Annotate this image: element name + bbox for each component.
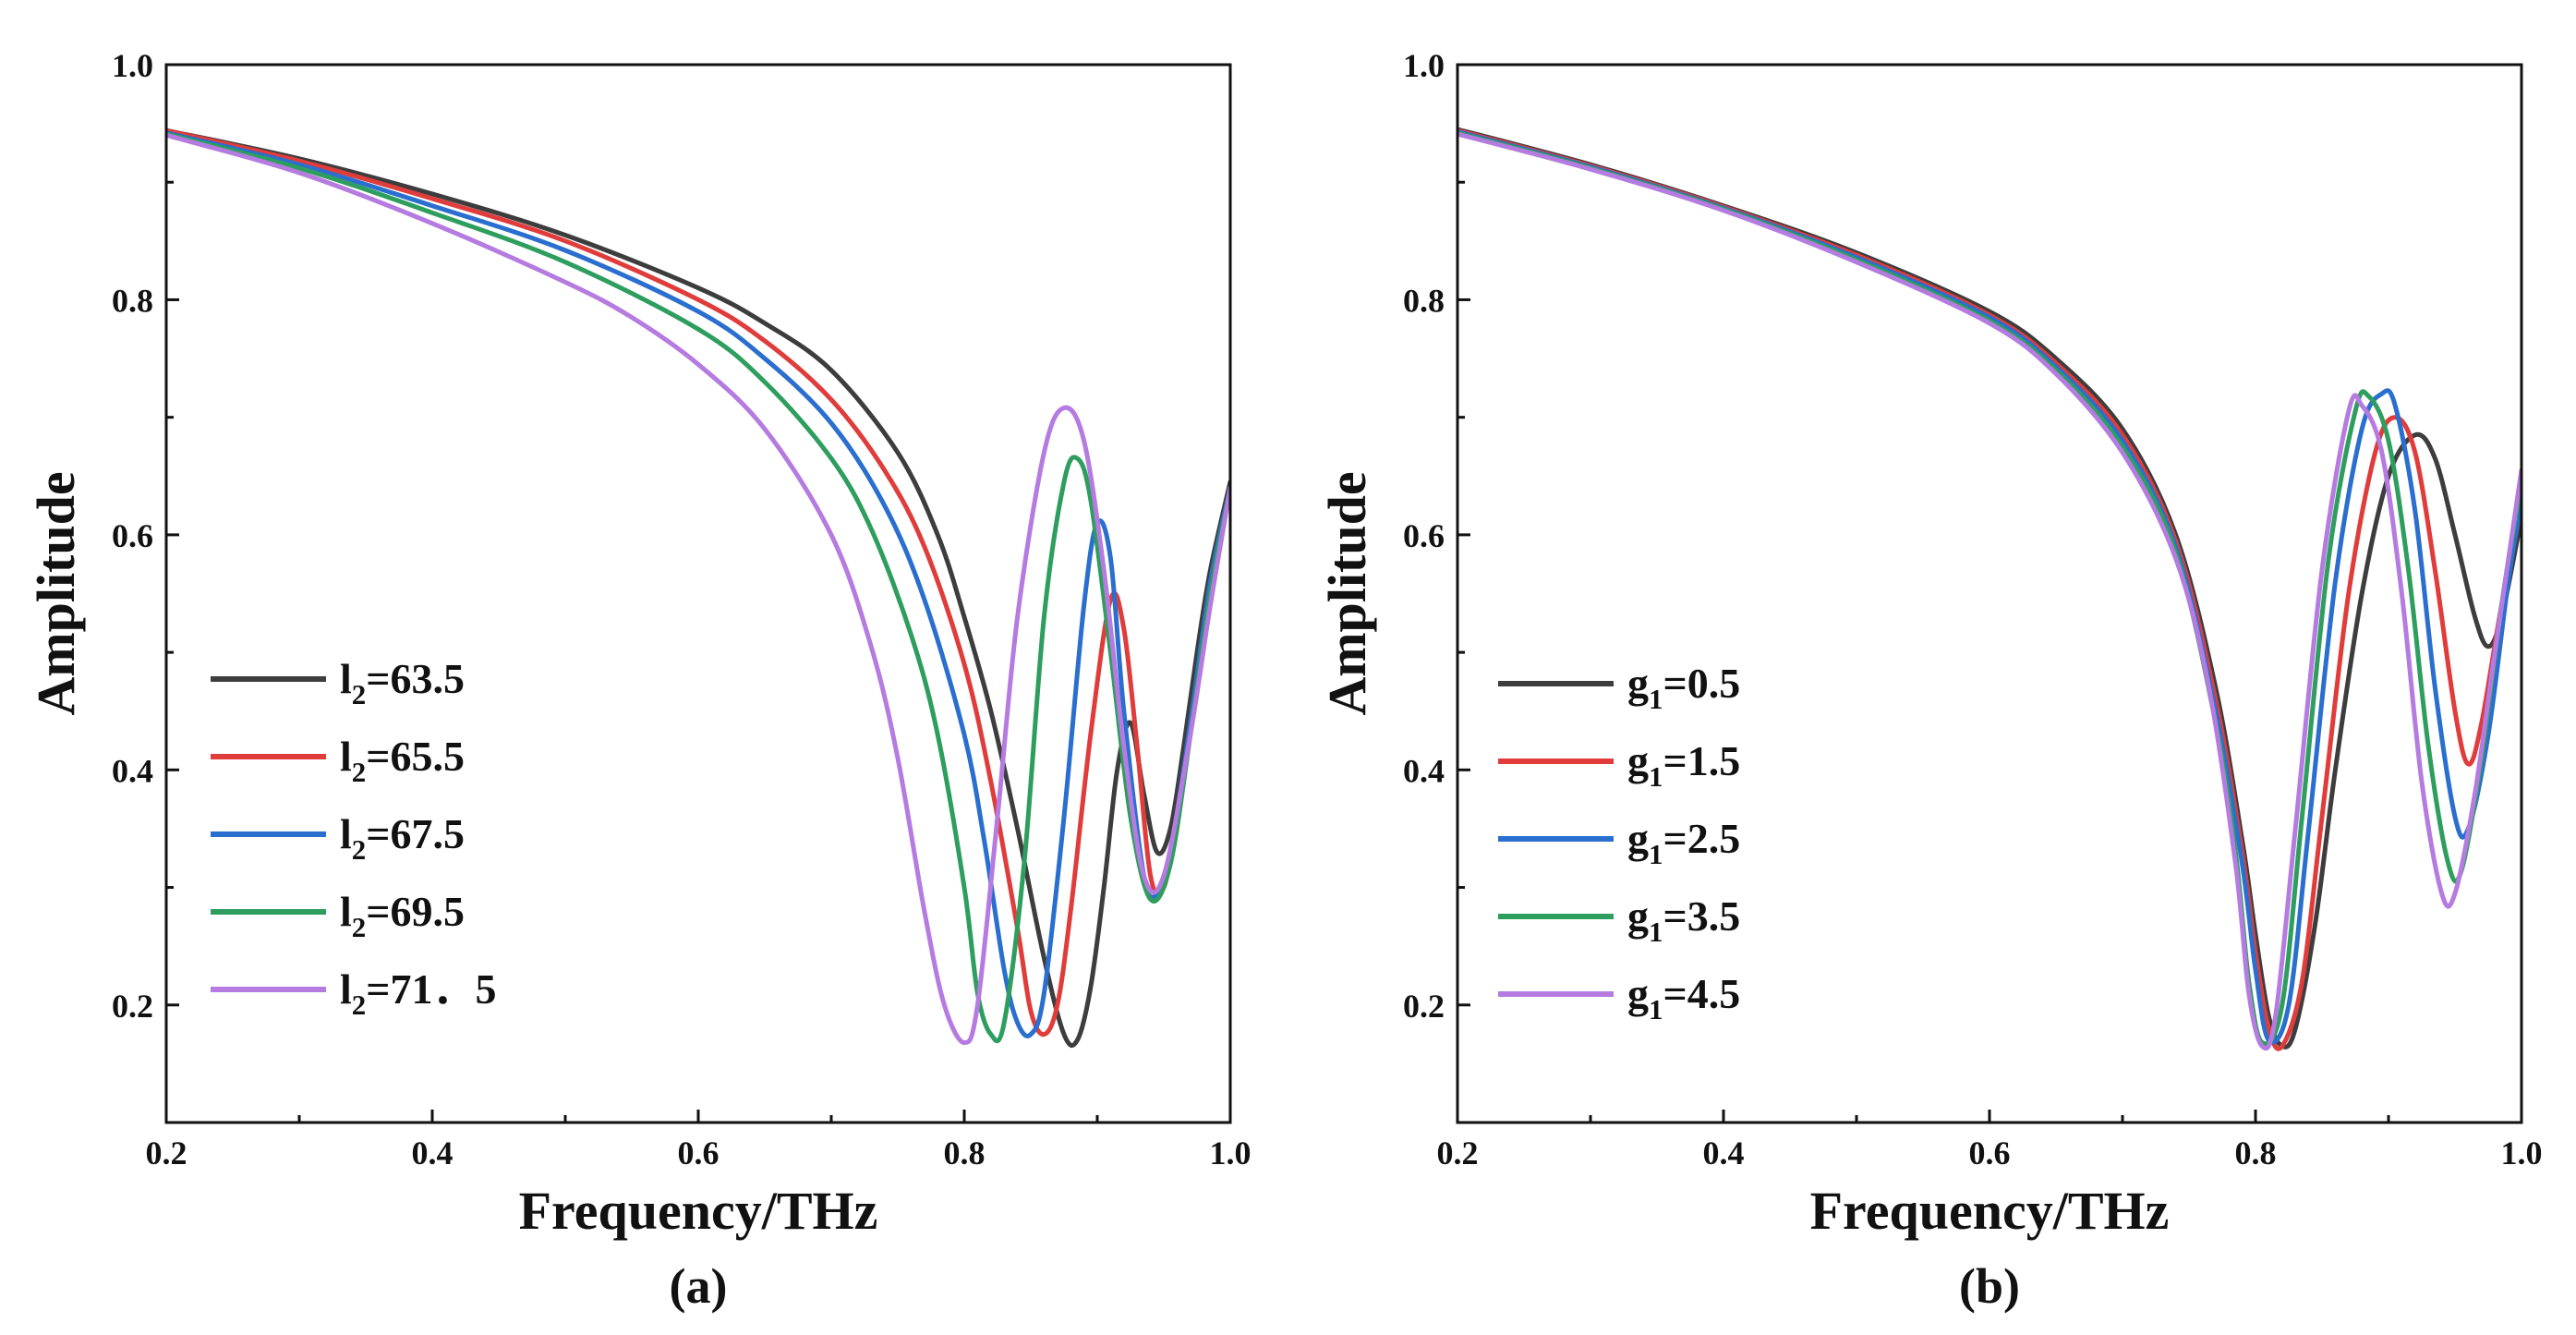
y-tick-label: 0.2 — [112, 988, 153, 1025]
x-tick-label: 0.8 — [944, 1135, 986, 1171]
legend-label-rest: =0.5 — [1663, 660, 1741, 707]
x-tick-label: 1.0 — [1210, 1135, 1252, 1171]
legend-label-main: g — [1627, 815, 1649, 862]
y-axis-title: Amplitude — [26, 471, 86, 715]
series-line-g1=2.5 — [1457, 129, 2522, 1045]
x-tick-label: 1.0 — [2501, 1135, 2543, 1171]
legend-label-subscript: 2 — [352, 678, 367, 710]
x-tick-label: 0.6 — [1969, 1135, 2011, 1171]
legend-label-main: l — [340, 965, 352, 1013]
legend-label: l2=71．5 — [340, 965, 497, 1021]
legend-label-rest: =69.5 — [366, 888, 465, 935]
legend-label: l2=65.5 — [340, 733, 465, 788]
y-tick-label: 0.2 — [1403, 988, 1445, 1025]
legend-label: l2=69.5 — [340, 888, 465, 943]
y-axis-title: Amplitude — [1317, 471, 1377, 715]
legend-label: g1=0.5 — [1627, 660, 1740, 715]
legend-label-main: l — [340, 655, 352, 702]
series-line-g1=4.5 — [1457, 131, 2522, 1051]
series-line-g1=0.5 — [1457, 127, 2522, 1050]
plot-frame — [164, 63, 1232, 1124]
legend-label-rest: =1.5 — [1663, 737, 1741, 784]
x-tick-label: 0.4 — [1703, 1135, 1745, 1171]
legend-label-rest: =67.5 — [366, 810, 465, 857]
x-tick-label: 0.2 — [1437, 1135, 1479, 1171]
panel-label: (b) — [1959, 1258, 2020, 1314]
legend-label-rest: =71．5 — [366, 965, 496, 1013]
series-line-l2=65.5 — [166, 127, 1230, 1038]
y-tick-label: 0.8 — [112, 282, 153, 319]
x-tick-label: 0.4 — [412, 1135, 454, 1171]
panel-label: (a) — [670, 1258, 728, 1314]
legend-label: g1=3.5 — [1627, 892, 1740, 948]
legend-label-subscript: 2 — [352, 833, 367, 866]
legend-label-subscript: 1 — [1649, 760, 1663, 793]
legend-label-main: g — [1627, 737, 1649, 784]
series-line-l2=63.5 — [166, 127, 1230, 1049]
legend-label: g1=2.5 — [1627, 815, 1740, 870]
legend-label-subscript: 1 — [1649, 916, 1663, 948]
legend-label-main: l — [340, 810, 352, 857]
legend-label: g1=4.5 — [1627, 970, 1740, 1026]
legend-label-subscript: 1 — [1649, 683, 1663, 715]
legend: l2=63.5l2=65.5l2=67.5l2=69.5l2=71．5 — [211, 655, 497, 1021]
legend-label-rest: =65.5 — [366, 733, 465, 780]
legend-label-main: g — [1627, 892, 1649, 940]
legend-label-subscript: 1 — [1649, 838, 1663, 870]
legend-label-subscript: 2 — [352, 989, 367, 1021]
y-tick-label: 0.4 — [112, 752, 153, 789]
series-line-l2=69.5 — [166, 131, 1230, 1044]
legend-label-rest: =2.5 — [1663, 815, 1741, 862]
y-tick-label: 0.6 — [112, 517, 153, 554]
series-group — [166, 127, 1230, 1049]
legend-label-main: g — [1627, 660, 1649, 707]
legend-label-main: l — [340, 733, 352, 780]
legend: g1=0.5g1=1.5g1=2.5g1=3.5g1=4.5 — [1498, 660, 1740, 1026]
y-tick-label: 1.0 — [112, 47, 153, 84]
legend-label: l2=67.5 — [340, 810, 465, 866]
y-tick-label: 0.4 — [1403, 752, 1445, 789]
x-tick-label: 0.2 — [146, 1135, 187, 1171]
legend-label-subscript: 2 — [352, 911, 367, 943]
legend-label-main: g — [1627, 970, 1649, 1017]
legend-label-rest: =63.5 — [366, 655, 465, 702]
x-axis-title: Frequency/THz — [519, 1181, 878, 1241]
chart-panel-a: 0.2 0.4 0.6 0.8 1.0 0.2 0.4 0.6 0.8 1.0 Frequency/… — [26, 47, 1252, 1314]
legend-label-rest: =4.5 — [1663, 970, 1741, 1017]
x-tick-label: 0.8 — [2235, 1135, 2277, 1171]
y-tick-label: 0.8 — [1403, 282, 1445, 319]
y-tick-label: 0.6 — [1403, 517, 1445, 554]
legend-label-subscript: 1 — [1649, 993, 1663, 1026]
legend-label-rest: =3.5 — [1663, 892, 1741, 940]
legend-label-subscript: 2 — [352, 756, 367, 788]
series-line-l2=67.5 — [166, 130, 1230, 1038]
chart-panel-b: 0.2 0.4 0.6 0.8 1.0 0.2 0.4 0.6 0.8 1.0 Frequency/… — [1317, 47, 2543, 1314]
legend-label: l2=63.5 — [340, 655, 465, 710]
y-tick-label: 1.0 — [1403, 47, 1445, 84]
x-tick-label: 0.6 — [678, 1135, 720, 1171]
legend-label: g1=1.5 — [1627, 737, 1740, 793]
series-line-l2=71.5 — [166, 132, 1230, 1045]
legend-label-main: l — [340, 888, 352, 935]
series-group — [1457, 127, 2522, 1051]
x-axis-title: Frequency/THz — [1810, 1181, 2170, 1241]
